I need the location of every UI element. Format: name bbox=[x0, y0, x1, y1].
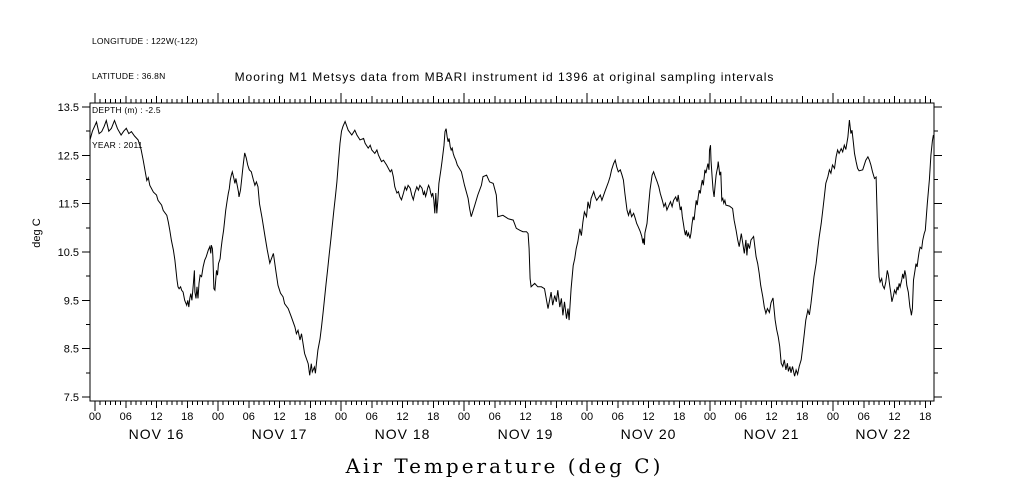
svg-text:12: 12 bbox=[396, 411, 408, 423]
svg-text:00: 00 bbox=[212, 411, 224, 423]
longitude-label: LONGITUDE : 122W(-122) bbox=[92, 36, 198, 46]
svg-text:12: 12 bbox=[519, 411, 531, 423]
hour-tick-labels: 00 06 12 18 00 06 12 18 00 06 12 18 00 06 12 18 00 06 12 18… bbox=[89, 411, 932, 423]
svg-text:12: 12 bbox=[273, 411, 285, 423]
y-axis-ticks bbox=[82, 106, 942, 398]
svg-text:13.5: 13.5 bbox=[58, 102, 79, 114]
svg-text:00: 00 bbox=[581, 411, 593, 423]
plot-border bbox=[89, 102, 935, 402]
svg-text:11.5: 11.5 bbox=[58, 199, 79, 211]
temperature-line bbox=[89, 118, 934, 377]
metadata-block: LONGITUDE : 122W(-122) LATITUDE : 36.8N … bbox=[92, 13, 198, 174]
svg-text:NOV 21: NOV 21 bbox=[744, 426, 800, 442]
svg-text:18: 18 bbox=[304, 411, 316, 423]
svg-text:06: 06 bbox=[735, 411, 747, 423]
svg-text:00: 00 bbox=[458, 411, 470, 423]
svg-text:8.5: 8.5 bbox=[64, 344, 79, 356]
svg-text:NOV 20: NOV 20 bbox=[621, 426, 677, 442]
depth-label: DEPTH (m) : -2.5 bbox=[92, 105, 161, 115]
svg-text:12: 12 bbox=[642, 411, 654, 423]
svg-text:12: 12 bbox=[888, 411, 900, 423]
chart-caption: Air Temperature (deg C) bbox=[345, 454, 664, 478]
svg-text:06: 06 bbox=[858, 411, 870, 423]
page-title: Mooring M1 Metsys data from MBARI instru… bbox=[234, 70, 775, 84]
year-label: YEAR : 2011 bbox=[92, 139, 143, 150]
svg-text:18: 18 bbox=[427, 411, 439, 423]
svg-text:06: 06 bbox=[120, 411, 132, 423]
svg-text:NOV 17: NOV 17 bbox=[252, 426, 308, 442]
svg-text:NOV 16: NOV 16 bbox=[129, 426, 185, 442]
svg-text:06: 06 bbox=[612, 411, 624, 423]
svg-text:06: 06 bbox=[489, 411, 501, 423]
latitude-label: LATITUDE : 36.8N bbox=[92, 70, 166, 81]
svg-text:12: 12 bbox=[150, 411, 162, 423]
svg-text:12.5: 12.5 bbox=[58, 150, 79, 162]
svg-text:06: 06 bbox=[243, 411, 255, 423]
svg-text:7.5: 7.5 bbox=[64, 392, 79, 404]
svg-text:00: 00 bbox=[335, 411, 347, 423]
svg-text:00: 00 bbox=[827, 411, 839, 423]
svg-text:18: 18 bbox=[796, 411, 808, 423]
svg-text:18: 18 bbox=[673, 411, 685, 423]
svg-text:NOV 19: NOV 19 bbox=[498, 426, 554, 442]
svg-text:18: 18 bbox=[181, 411, 193, 423]
svg-text:10.5: 10.5 bbox=[58, 247, 79, 259]
svg-text:18: 18 bbox=[919, 411, 931, 423]
svg-text:12: 12 bbox=[765, 411, 777, 423]
svg-text:NOV 22: NOV 22 bbox=[855, 426, 911, 442]
svg-text:06: 06 bbox=[366, 411, 378, 423]
date-labels: NOV 16 NOV 17 NOV 18 NOV 19 NOV 20 NOV 21 NOV … bbox=[129, 426, 911, 442]
x-axis-ticks bbox=[94, 93, 931, 411]
svg-text:18: 18 bbox=[550, 411, 562, 423]
y-tick-labels: 13.5 12.5 11.5 10.5 9.5 8.5 7.5 bbox=[58, 102, 79, 404]
svg-text:NOV 18: NOV 18 bbox=[375, 426, 431, 442]
svg-text:00: 00 bbox=[89, 411, 101, 423]
svg-text:00: 00 bbox=[704, 411, 716, 423]
svg-text:9.5: 9.5 bbox=[64, 295, 79, 307]
